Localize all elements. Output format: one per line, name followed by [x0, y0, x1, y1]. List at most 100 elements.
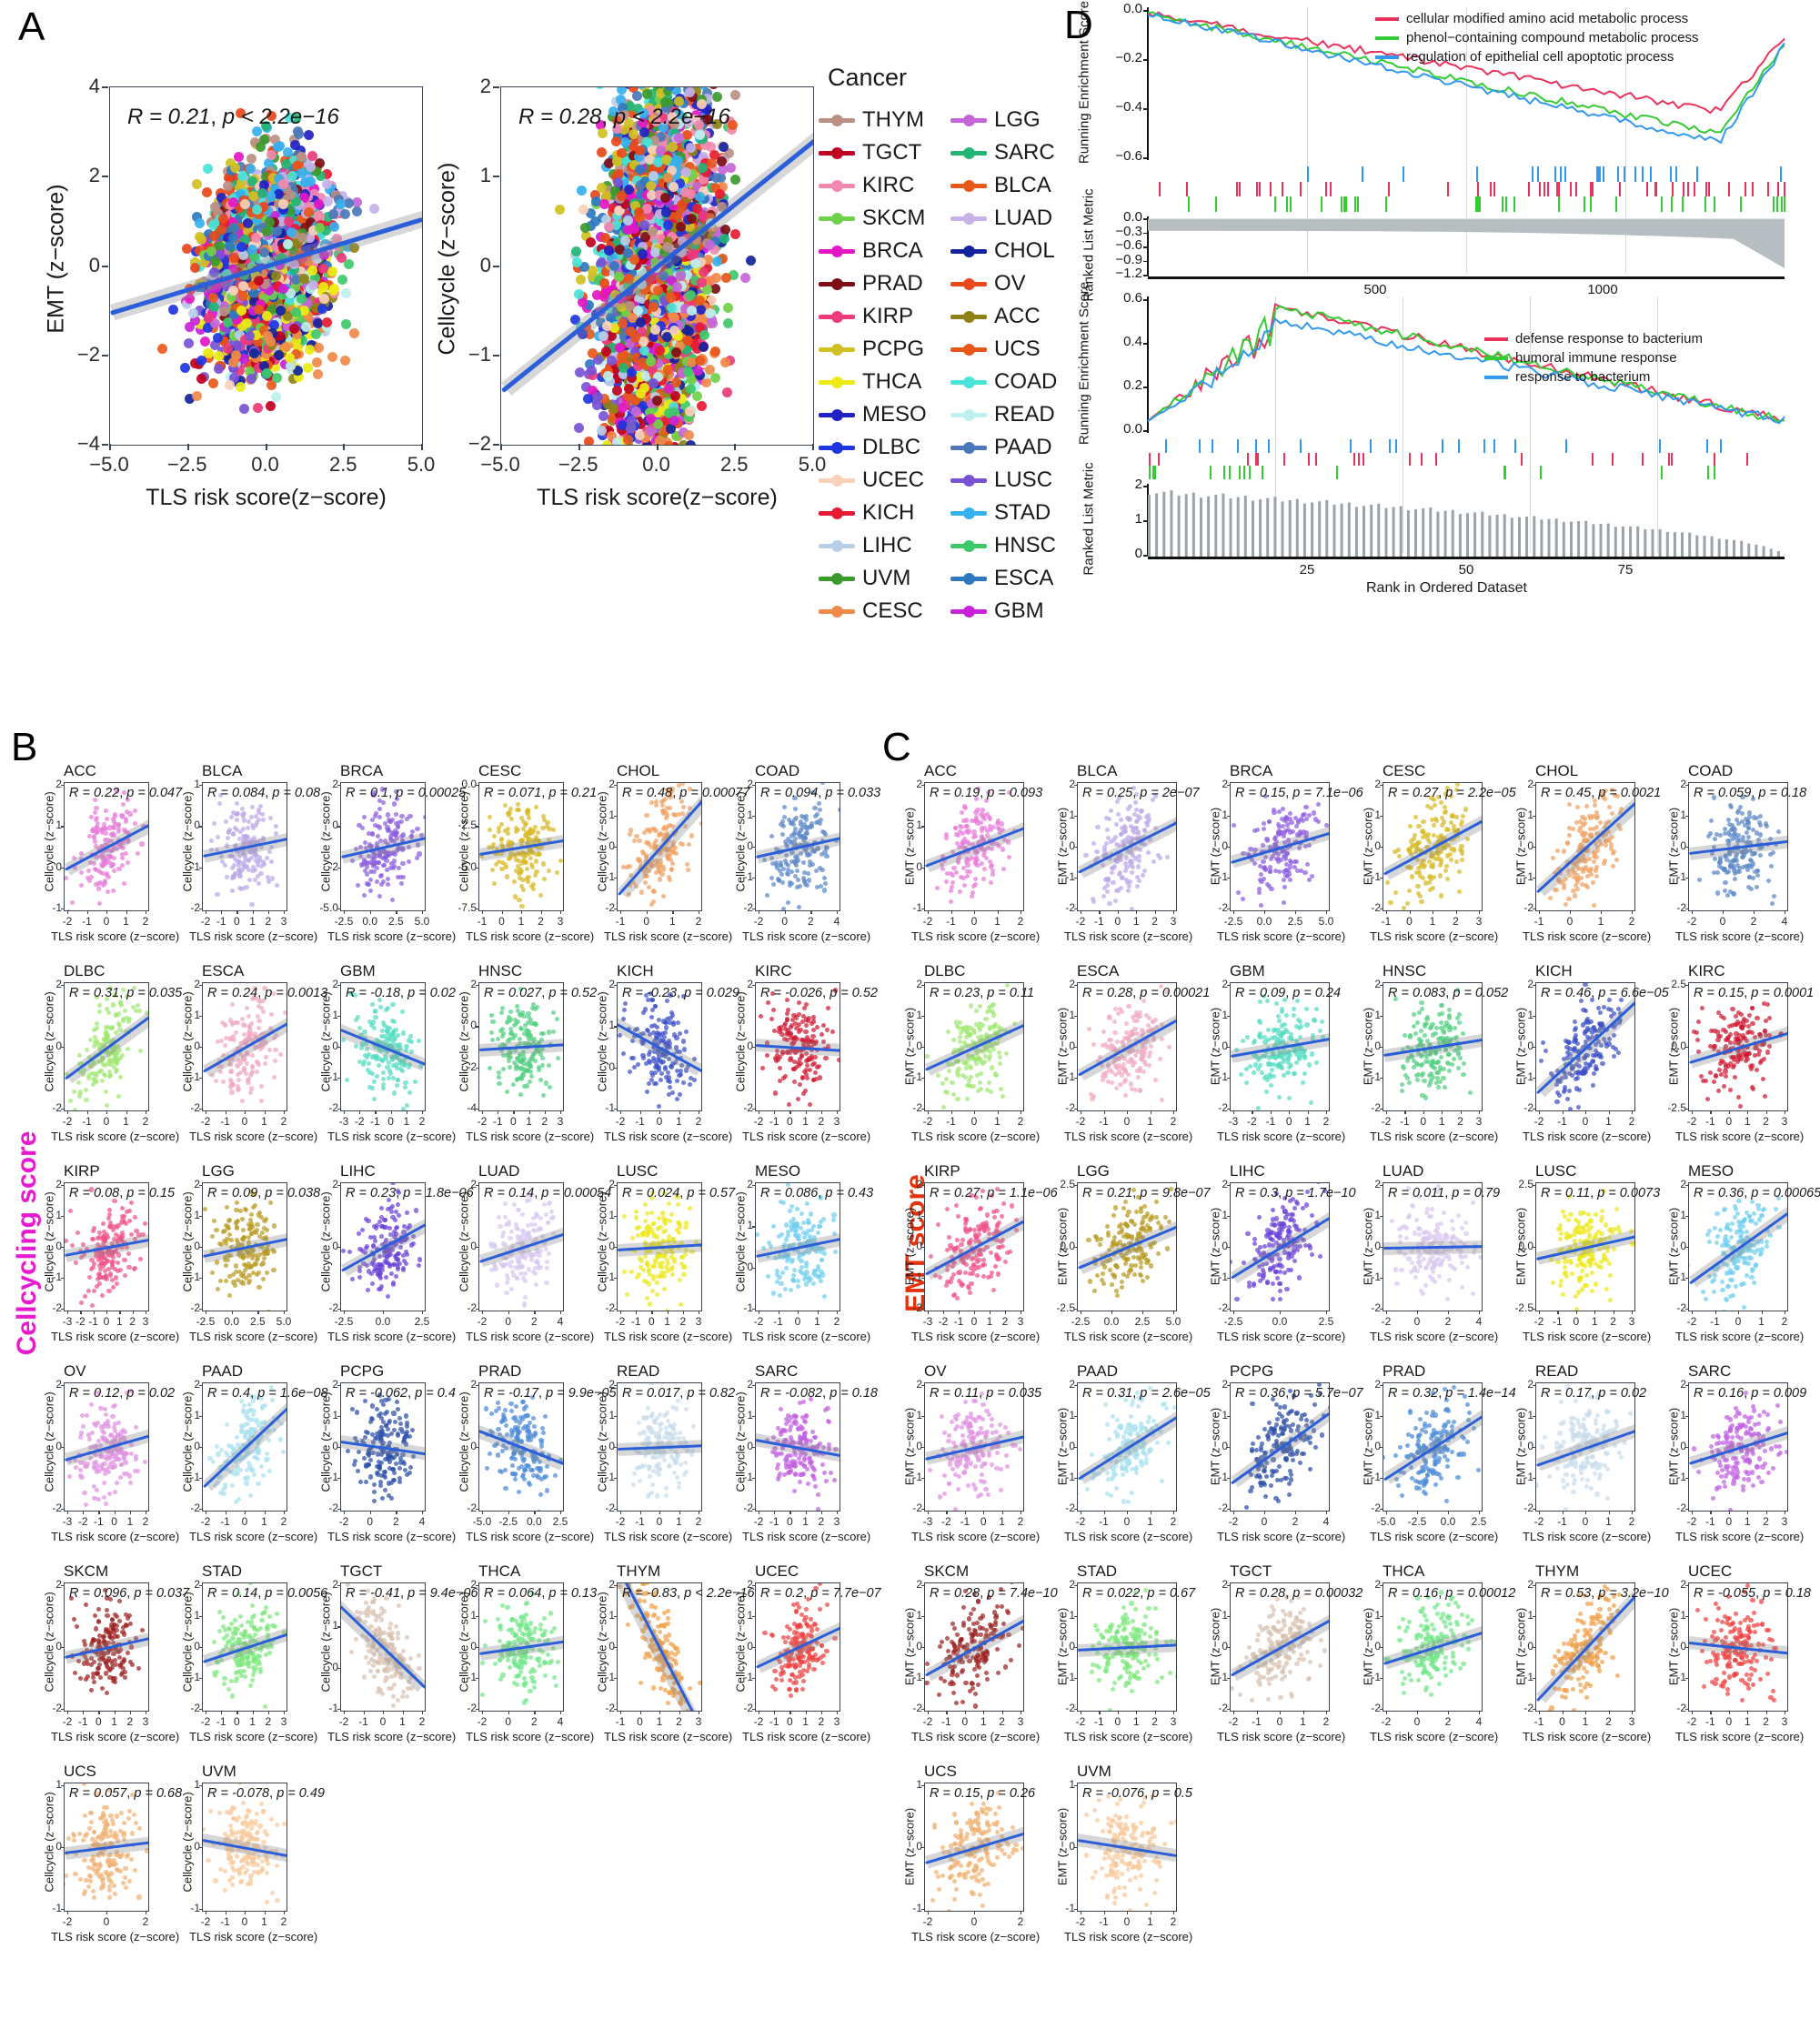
- data-point: [120, 1214, 125, 1219]
- data-point: [236, 1020, 240, 1025]
- data-point: [82, 1491, 86, 1495]
- mini-plot-area: [617, 1382, 702, 1512]
- legend-item-esca[interactable]: ESCA: [950, 563, 1073, 593]
- data-point: [248, 1090, 253, 1095]
- legend-item-meso[interactable]: MESO: [819, 399, 941, 429]
- mini-x-axis-label: TLS risk score (z−score): [466, 929, 573, 943]
- data-point: [518, 1420, 522, 1424]
- mini-x-tick-mark: [370, 1512, 371, 1514]
- data-point: [417, 1257, 422, 1261]
- data-point: [536, 830, 540, 835]
- data-point: [236, 1084, 240, 1089]
- legend-item-ucs[interactable]: UCS: [950, 334, 1073, 364]
- mini-x-tick-mark: [798, 1311, 799, 1314]
- legend-item-ov[interactable]: OV: [950, 268, 1073, 298]
- data-point: [691, 1424, 696, 1429]
- legend-item-chol[interactable]: CHOL: [950, 236, 1073, 266]
- legend-item-stad[interactable]: STAD: [950, 497, 1073, 527]
- mini-x-tick-mark: [482, 911, 483, 914]
- legend-item-paad[interactable]: PAAD: [950, 432, 1073, 462]
- legend-item-ucec[interactable]: UCEC: [819, 465, 941, 495]
- data-point: [95, 1021, 99, 1026]
- data-point: [268, 1200, 273, 1205]
- data-point: [510, 1463, 515, 1468]
- data-point: [826, 1006, 830, 1010]
- mini-plot-title: COAD: [755, 762, 799, 780]
- data-point: [668, 1085, 672, 1090]
- legend-item-lihc[interactable]: LIHC: [819, 530, 941, 560]
- legend-item-lusc[interactable]: LUSC: [950, 465, 1073, 495]
- data-point: [74, 1261, 78, 1265]
- data-point: [820, 782, 825, 785]
- data-point: [692, 1078, 697, 1082]
- legend-item-tgct[interactable]: TGCT: [819, 137, 941, 167]
- legend-item-hnsc[interactable]: HNSC: [950, 530, 1073, 560]
- data-point: [113, 1463, 117, 1468]
- mini-x-tick-label: -2: [331, 1515, 357, 1528]
- legend-item-thym[interactable]: THYM: [819, 105, 941, 135]
- data-point: [106, 1010, 111, 1015]
- legend-item-cesc[interactable]: CESC: [819, 596, 941, 626]
- data-point: [346, 1449, 350, 1453]
- mini-y-tick-mark: [476, 1309, 478, 1310]
- data-point: [218, 1279, 223, 1283]
- mini-y-tick-label: 2: [40, 778, 62, 790]
- data-point: [391, 1063, 396, 1068]
- mini-stat-label: R = 0.086, p = 0.43: [760, 1186, 873, 1200]
- data-point: [805, 883, 809, 888]
- legend-item-label: LUAD: [994, 206, 1052, 231]
- legend-item-read[interactable]: READ: [950, 399, 1073, 429]
- data-point: [513, 1415, 518, 1420]
- mini-x-tick-mark: [375, 1111, 376, 1114]
- legend-item-prad[interactable]: PRAD: [819, 268, 941, 298]
- data-point: [397, 1416, 402, 1421]
- legend-item-luad[interactable]: LUAD: [950, 203, 1073, 233]
- mini-x-tick-mark: [482, 1512, 483, 1514]
- legend-item-brca[interactable]: BRCA: [819, 236, 941, 266]
- data-point: [100, 1079, 105, 1083]
- legend-item-kirp[interactable]: KIRP: [819, 301, 941, 331]
- data-point: [378, 1005, 383, 1009]
- data-point: [240, 1017, 245, 1021]
- mini-x-tick-label: 2: [798, 915, 823, 928]
- data-point: [379, 882, 384, 887]
- data-point: [79, 883, 84, 888]
- legend-item-blca[interactable]: BLCA: [950, 170, 1073, 200]
- legend-item-sarc[interactable]: SARC: [950, 137, 1073, 167]
- data-point: [622, 1270, 627, 1274]
- data-point: [128, 1481, 133, 1485]
- mini-stat-r: R = 0.086: [760, 1186, 818, 1200]
- legend-item-pcpg[interactable]: PCPG: [819, 334, 941, 364]
- data-point: [81, 1424, 85, 1429]
- mini-y-axis-label: Cellcycle (z−score): [458, 1401, 471, 1492]
- mini-plot-sarc: SARC R = -0.082, p = 0.18 2 1 0 -1 -2 -2 -1 0 1 2 3 C…: [724, 1362, 862, 1562]
- data-point: [85, 1413, 89, 1418]
- data-point: [358, 1480, 363, 1484]
- data-point: [107, 1058, 112, 1062]
- legend-item-thca[interactable]: THCA: [819, 367, 941, 397]
- data-point: [534, 1260, 538, 1264]
- data-point: [497, 1215, 501, 1220]
- data-point: [646, 1406, 650, 1411]
- legend-item-kich[interactable]: KICH: [819, 497, 941, 527]
- data-point: [397, 1466, 402, 1471]
- legend-item-gbm[interactable]: GBM: [950, 596, 1073, 626]
- legend-item-kirc[interactable]: KIRC: [819, 170, 941, 200]
- mini-y-tick-label: -2: [731, 1101, 753, 1114]
- legend-item-coad[interactable]: COAD: [950, 367, 1073, 397]
- legend-item-skcm[interactable]: SKCM: [819, 203, 941, 233]
- data-point: [80, 1413, 85, 1418]
- mini-plot-area: [340, 1382, 426, 1512]
- data-point: [532, 1424, 537, 1429]
- legend-item-lgg[interactable]: LGG: [950, 105, 1073, 135]
- data-point: [820, 1032, 824, 1037]
- legend-item-dlbc[interactable]: DLBC: [819, 432, 941, 462]
- legend-item-acc[interactable]: ACC: [950, 301, 1073, 331]
- mini-x-tick-mark: [508, 1512, 509, 1514]
- legend-item-uvm[interactable]: UVM: [819, 563, 941, 593]
- data-point: [651, 1469, 656, 1473]
- mini-y-tick-mark: [199, 1478, 202, 1479]
- data-point: [796, 1097, 800, 1101]
- data-point: [378, 1480, 383, 1484]
- data-point: [519, 861, 524, 866]
